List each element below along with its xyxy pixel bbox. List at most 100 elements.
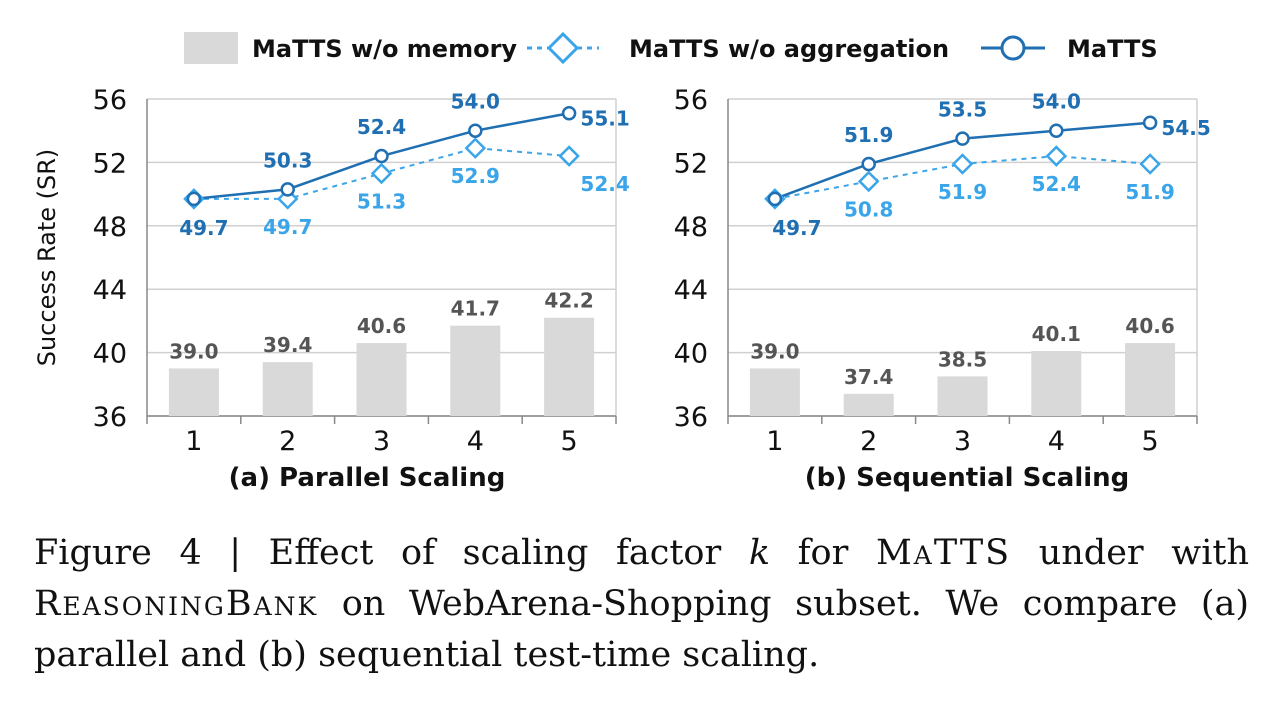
caption-suffix: on WebArena-Shopping subset. We compare …	[34, 584, 1249, 675]
figure-caption: Figure 4 | Effect of scaling factor k fo…	[34, 528, 1249, 681]
circle-marker	[186, 191, 202, 207]
panel-sequential-scaling: 36 40 44 48 52 56 1 2 3 4 5 (b) Sequential Scaling 3…	[674, 85, 1211, 493]
caption-mid1: for	[770, 533, 876, 573]
line-value-label: 51.9	[844, 123, 893, 147]
bar-value-label: 39.4	[263, 333, 312, 357]
dashed-value-label: 52.4	[580, 172, 629, 196]
x-tick-label: 3	[954, 426, 971, 457]
panel-title: (b) Sequential Scaling	[805, 463, 1130, 493]
bar	[937, 376, 988, 416]
y-tick-label: 52	[93, 148, 127, 179]
bar-value-label: 39.0	[169, 339, 218, 363]
x-tick-label: 5	[561, 426, 578, 457]
line-value-label: 49.7	[772, 216, 821, 240]
line-value-label: 54.0	[1032, 90, 1081, 114]
x-tick-label: 4	[467, 426, 484, 457]
bar-value-label: 40.1	[1032, 322, 1081, 346]
bar	[544, 317, 595, 416]
circle-marker	[861, 156, 876, 172]
circle-marker	[561, 106, 577, 121]
line-value-label: 49.7	[179, 216, 228, 240]
diamond-marker	[464, 137, 487, 159]
caption-prefix: Figure 4 | Effect of scaling factor	[34, 533, 749, 573]
y-tick-label: 56	[674, 85, 708, 116]
y-tick-label: 56	[93, 85, 127, 116]
line-value-label: 54.0	[451, 90, 500, 114]
bar-value-label: 39.0	[750, 339, 799, 363]
y-tick-label: 48	[93, 212, 127, 243]
x-tick-label: 1	[185, 426, 202, 457]
legend-item: MaTTS w/o memory	[184, 32, 517, 64]
bar	[450, 325, 501, 416]
dashed-value-label: 51.9	[938, 180, 987, 204]
bar	[262, 362, 313, 416]
caption-bank: ReasoningBank	[34, 584, 319, 624]
x-tick-label: 5	[1142, 426, 1159, 457]
circle-marker	[1049, 123, 1064, 138]
y-tick-label: 36	[674, 402, 708, 433]
bar	[168, 368, 219, 416]
legend-label: MaTTS w/o aggregation	[629, 35, 949, 63]
bar	[843, 393, 894, 416]
dashed-value-label: 52.4	[1032, 172, 1081, 196]
circle-marker	[468, 123, 483, 138]
legend: MaTTS w/o memory MaTTS w/o aggregation MaT…	[184, 31, 1158, 65]
y-tick-label: 44	[93, 275, 127, 306]
diamond-marker	[1045, 145, 1068, 167]
bar	[1125, 343, 1176, 416]
diamond-marker	[370, 162, 393, 185]
line-value-label: 52.4	[357, 115, 406, 139]
y-tick-label: 52	[674, 148, 708, 179]
panel-title: (a) Parallel Scaling	[229, 463, 506, 493]
caption-method: MaTTS	[875, 533, 1012, 573]
y-axis-title: Success Rate (SR)	[33, 149, 61, 367]
line-value-label: 50.3	[263, 148, 312, 172]
x-tick-label: 3	[373, 426, 390, 457]
circle-marker	[280, 182, 295, 197]
y-tick-label: 36	[93, 402, 127, 433]
legend-item: MaTTS w/o aggregation	[527, 31, 949, 65]
y-tick-label: 40	[93, 339, 127, 370]
bar-value-label: 42.2	[544, 289, 593, 313]
y-tick-label: 40	[674, 339, 708, 370]
bar	[749, 368, 800, 416]
x-tick-label: 4	[1048, 426, 1065, 457]
legend-circle-marker	[1000, 35, 1026, 61]
dashed-value-label: 51.3	[357, 189, 406, 213]
legend-label: MaTTS w/o memory	[252, 35, 517, 63]
caption-var: k	[748, 533, 771, 573]
bar-value-label: 38.5	[938, 347, 987, 371]
caption-mid2: under with	[1011, 533, 1249, 573]
x-tick-label: 2	[279, 426, 296, 457]
line-value-label: 55.1	[580, 106, 629, 130]
y-tick-label: 48	[674, 212, 708, 243]
circle-marker	[1142, 115, 1158, 131]
bar-value-label: 40.6	[357, 314, 406, 338]
line-value-label: 53.5	[938, 98, 987, 122]
bar	[356, 343, 407, 416]
circle-marker	[767, 191, 783, 207]
line-value-label: 54.5	[1161, 116, 1210, 140]
x-tick-label: 2	[860, 426, 877, 457]
diamond-marker	[857, 170, 880, 193]
dashed-value-label: 50.8	[844, 197, 893, 221]
bar	[1031, 351, 1082, 416]
dashed-value-label: 51.9	[1125, 180, 1174, 204]
circle-marker	[374, 148, 389, 164]
diamond-marker	[951, 153, 974, 175]
diamond-marker	[558, 145, 580, 167]
circle-marker	[955, 131, 970, 146]
legend-item: MaTTS	[981, 35, 1158, 63]
figure: MaTTS w/o memory MaTTS w/o aggregation MaT…	[33, 31, 1211, 493]
legend-label: MaTTS	[1067, 35, 1158, 63]
bar-value-label: 40.6	[1125, 314, 1174, 338]
legend-swatch-bar	[184, 32, 238, 64]
panel-parallel-scaling: 36 40 44 48 52 56 Success Rate (SR) 1 2 3 4 5 (a) Pa…	[33, 85, 630, 493]
bar-value-label: 37.4	[844, 365, 893, 389]
dashed-value-label: 49.7	[263, 215, 312, 239]
x-tick-label: 1	[766, 426, 783, 457]
bar-value-label: 41.7	[451, 297, 500, 321]
y-tick-label: 44	[674, 275, 708, 306]
diamond-marker	[1139, 153, 1161, 175]
legend-diamond-marker	[546, 31, 580, 65]
